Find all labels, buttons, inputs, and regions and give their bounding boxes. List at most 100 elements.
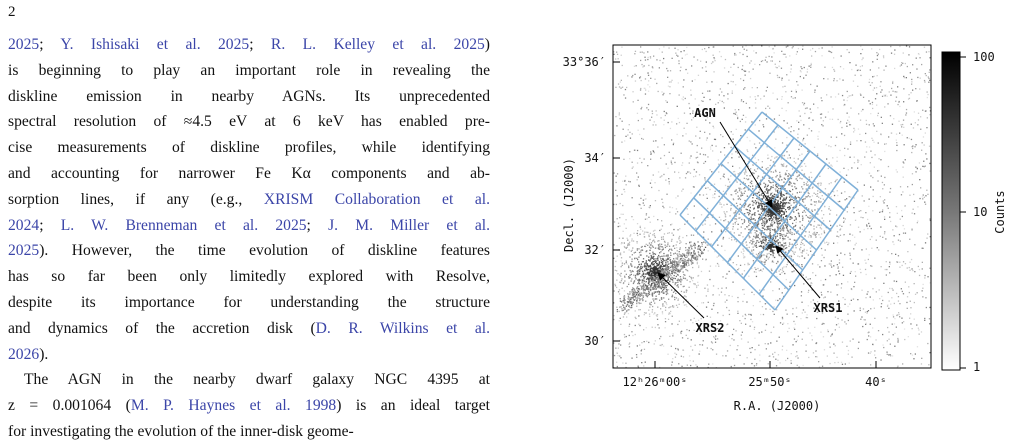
pixel [730,146,732,149]
pixel [756,254,759,256]
pixel [769,189,771,191]
pixel [620,275,622,277]
pixel [653,266,655,268]
pixel [636,179,638,181]
pixel [869,238,871,241]
pixel [651,256,653,258]
pixel [666,274,669,276]
citation-link[interactable]: 2026 [8,345,40,363]
pixel [656,315,658,317]
pixel [636,345,638,347]
pixel [901,322,903,324]
pixel [767,257,770,260]
pixel [857,85,859,87]
pixel [761,306,764,308]
citation-link[interactable]: M. P. Haynes et al. 1998 [130,397,337,415]
citation-link[interactable]: 2024 [8,216,40,234]
pixel [782,239,784,242]
pixel [890,94,892,96]
pixel [715,265,717,267]
pixel [743,293,745,295]
pixel [664,321,667,323]
pixel [753,244,756,246]
pixel [628,243,630,245]
pixel [810,224,812,226]
pixel [677,255,679,257]
pixel [639,89,642,91]
citation-link[interactable]: R. L. Kelley et al. 2025 [270,36,485,53]
pixel [651,71,653,73]
pixel [819,182,822,185]
pixel [904,232,907,234]
pixel [649,232,651,234]
pixel [703,162,705,164]
pixel [785,166,787,168]
citation-link[interactable]: J. M. Miller et al. [328,216,491,234]
pixel [720,203,722,205]
pixel [773,52,775,54]
pixel [803,226,805,228]
citation-link[interactable]: 2025 [8,242,40,260]
pixel [741,68,743,71]
pixel [790,254,792,257]
pixel [793,182,795,184]
pixel [804,143,806,145]
pixel [761,208,763,210]
pixel [810,217,812,219]
pixel [841,133,843,135]
pixel [859,65,862,68]
pixel [786,196,788,198]
pixel [819,175,821,177]
pixel [775,208,777,210]
pixel [801,338,803,340]
citation-link[interactable]: Y. Ishisaki et al. 2025 [60,36,250,53]
pixel [892,334,894,336]
pixel [745,241,747,243]
pixel [765,248,767,251]
pixel [624,296,626,298]
citation-link[interactable]: 2025 [8,36,40,53]
pixel [658,262,660,264]
pixel [675,52,677,54]
pixel [714,223,717,225]
pixel [777,239,779,241]
pixel [671,278,673,280]
pixel [770,159,772,161]
pixel [783,120,785,122]
pixel [714,197,716,199]
pixel [749,228,752,230]
citation-link[interactable]: D. R. Wilkins et al. [315,319,490,337]
pixel [655,288,657,290]
pixel [740,251,743,253]
pixel [662,257,664,260]
pixel [775,156,777,158]
pixel [792,313,794,315]
pixel [880,226,882,228]
pixel [643,266,646,268]
pixel [890,303,892,305]
pixel [622,316,625,318]
pixel [799,221,801,223]
pixel [760,245,762,247]
pixel [790,360,792,362]
pixel [701,243,703,245]
pixel [759,300,761,303]
pixel [777,191,779,194]
pixel [737,223,739,225]
pixel [658,292,661,294]
citation-link[interactable]: L. W. Brenneman et al. 2025 [60,216,307,234]
pixel [768,197,771,199]
pixel [782,211,784,213]
citation-link[interactable]: XRISM Collaboration et al. [263,190,491,208]
pixel [729,215,731,217]
pixel [675,197,677,199]
pixel [679,279,681,281]
pixel [711,216,714,219]
pixel [678,280,681,282]
pixel [808,127,810,130]
pixel [903,328,906,330]
pixel [709,122,711,124]
pixel [781,164,783,166]
pixel [837,118,839,121]
pixel [831,165,833,167]
